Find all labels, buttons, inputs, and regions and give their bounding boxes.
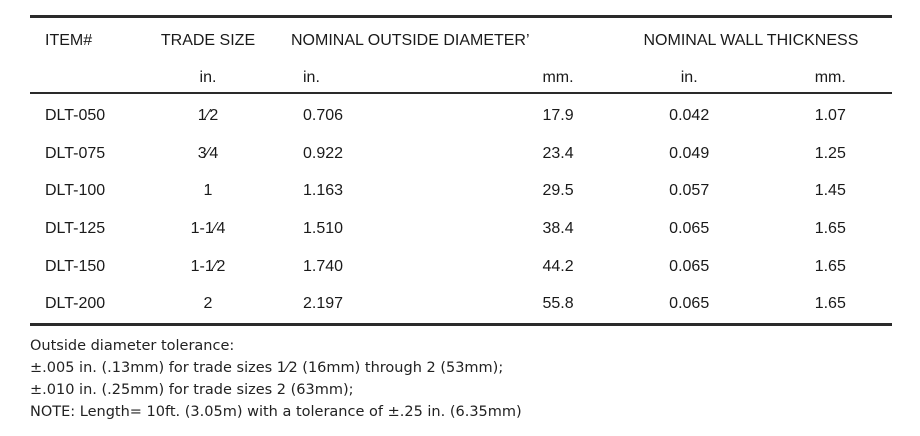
cell-od-mm: 23.4 bbox=[542, 144, 574, 162]
table-row: DLT-075 3⁄4 0.922 23.4 0.049 1.25 bbox=[30, 135, 892, 173]
cell-trade-size: 1 bbox=[203, 182, 213, 200]
cell-od-mm: 17.9 bbox=[542, 106, 574, 124]
cell-od-in: 2.197 bbox=[303, 295, 344, 313]
table-row: DLT-050 1⁄2 0.706 17.9 0.042 1.07 bbox=[30, 93, 892, 135]
table-row: DLT-150 1-1⁄2 1.740 44.2 0.065 1.65 bbox=[30, 248, 892, 286]
cell-od-in: 1.740 bbox=[303, 257, 344, 275]
cell-item: DLT-200 bbox=[45, 295, 106, 313]
cell-wt-in: 0.065 bbox=[669, 219, 710, 237]
cell-od-in: 0.922 bbox=[303, 144, 344, 162]
unit-wt-mm: mm. bbox=[768, 64, 892, 94]
cell-wt-mm: 1.65 bbox=[814, 219, 846, 237]
unit-wt-in: in. bbox=[609, 64, 769, 94]
cell-wt-in: 0.065 bbox=[669, 257, 710, 275]
cell-trade-size: 2 bbox=[203, 295, 213, 313]
cell-trade-size: 1-1⁄2 bbox=[190, 257, 226, 275]
cell-wt-mm: 1.45 bbox=[814, 182, 846, 200]
cell-trade-size: 3⁄4 bbox=[197, 144, 219, 162]
cell-wt-mm: 1.65 bbox=[814, 257, 846, 275]
cell-od-in: 1.510 bbox=[303, 219, 344, 237]
cell-wt-in: 0.057 bbox=[669, 182, 710, 200]
unit-od-in: in. bbox=[273, 64, 507, 94]
cell-od-mm: 55.8 bbox=[542, 295, 574, 313]
table-row: DLT-125 1-1⁄4 1.510 38.4 0.065 1.65 bbox=[30, 210, 892, 248]
header-item: ITEM# bbox=[45, 32, 93, 49]
note-line-tolerance-heading: Outside diameter tolerance: bbox=[30, 338, 235, 354]
specification-table: ITEM# TRADE SIZE NOMINAL OUTSIDE DIAMETE… bbox=[30, 15, 892, 327]
table-units-row: in. in. mm. in. mm. bbox=[30, 64, 892, 94]
cell-wt-mm: 1.07 bbox=[814, 106, 846, 124]
unit-item-empty bbox=[30, 64, 143, 94]
table-row: DLT-200 2 2.197 55.8 0.065 1.65 bbox=[30, 285, 892, 324]
note-line-length: NOTE: Length= 10ft. (3.05m) with a toler… bbox=[30, 404, 522, 420]
cell-trade-size: 1⁄2 bbox=[197, 106, 219, 124]
header-outside-diameter: NOMINAL OUTSIDE DIAMETER’ bbox=[291, 32, 530, 49]
table-row: DLT-100 1 1.163 29.5 0.057 1.45 bbox=[30, 172, 892, 210]
header-trade-size: TRADE SIZE bbox=[160, 32, 256, 49]
unit-trade-size: in. bbox=[143, 64, 273, 94]
cell-od-mm: 29.5 bbox=[542, 182, 574, 200]
cell-od-in: 0.706 bbox=[303, 106, 344, 124]
cell-wt-in: 0.042 bbox=[669, 106, 710, 124]
cell-od-mm: 38.4 bbox=[542, 219, 574, 237]
cell-od-in: 1.163 bbox=[303, 182, 344, 200]
unit-od-mm: mm. bbox=[506, 64, 610, 94]
cell-wt-mm: 1.65 bbox=[814, 295, 846, 313]
cell-item: DLT-100 bbox=[45, 182, 106, 200]
cell-od-mm: 44.2 bbox=[542, 257, 574, 275]
cell-wt-mm: 1.25 bbox=[814, 144, 846, 162]
cell-item: DLT-125 bbox=[45, 219, 106, 237]
header-wall-thickness: NOMINAL WALL THICKNESS bbox=[643, 32, 859, 49]
cell-item: DLT-150 bbox=[45, 257, 106, 275]
tolerance-notes: Outside diameter tolerance: ±.005 in. (.… bbox=[30, 335, 900, 423]
note-line-tolerance-large: ±.010 in. (.25mm) for trade sizes 2 (63m… bbox=[30, 382, 354, 398]
cell-wt-in: 0.065 bbox=[669, 295, 710, 313]
cell-item: DLT-050 bbox=[45, 106, 106, 124]
cell-item: DLT-075 bbox=[45, 144, 106, 162]
note-line-tolerance-small: ±.005 in. (.13mm) for trade sizes 1⁄2 (1… bbox=[30, 360, 504, 376]
cell-wt-in: 0.049 bbox=[669, 144, 710, 162]
cell-trade-size: 1-1⁄4 bbox=[190, 219, 226, 237]
table-header-row: ITEM# TRADE SIZE NOMINAL OUTSIDE DIAMETE… bbox=[30, 17, 892, 65]
